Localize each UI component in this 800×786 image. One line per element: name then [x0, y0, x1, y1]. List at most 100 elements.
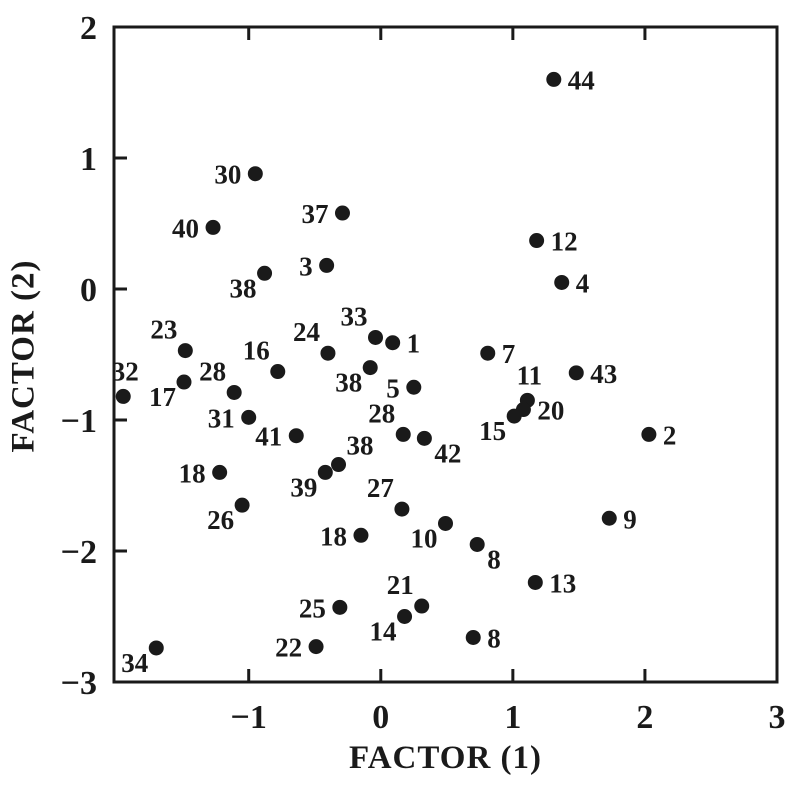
- data-point: [331, 457, 347, 473]
- y-tick-label: 1: [80, 141, 97, 178]
- data-point-label: 14: [370, 617, 397, 647]
- data-point-label: 39: [290, 472, 317, 502]
- x-tick-label: 2: [636, 699, 653, 736]
- data-point-label: 18: [179, 458, 206, 488]
- data-point-label: 38: [347, 431, 374, 461]
- data-point-label: 28: [368, 398, 395, 428]
- data-point-label: 34: [121, 648, 148, 678]
- data-point-label: 22: [275, 633, 302, 663]
- y-tick-label: −3: [61, 665, 97, 702]
- data-point: [527, 574, 543, 590]
- data-point: [320, 345, 336, 361]
- data-point: [177, 343, 193, 359]
- x-tick-label: 1: [504, 699, 521, 736]
- x-tick-label: 0: [372, 699, 389, 736]
- data-point-label: 7: [502, 339, 516, 369]
- data-point-label: 33: [341, 301, 368, 331]
- x-tick-label: 3: [769, 699, 786, 736]
- data-point: [394, 501, 410, 517]
- data-point: [319, 257, 335, 273]
- data-point-label: 1: [407, 329, 421, 359]
- data-point: [469, 536, 485, 552]
- data-point-label: 42: [434, 438, 461, 468]
- data-point-label: 8: [487, 544, 501, 574]
- data-point-label: 41: [255, 422, 282, 452]
- data-point: [317, 464, 333, 480]
- data-point-label: 32: [112, 356, 139, 386]
- data-point-label: 8: [487, 623, 501, 653]
- data-point: [641, 426, 657, 442]
- data-point: [414, 598, 430, 614]
- data-point: [115, 388, 131, 404]
- data-point: [176, 374, 192, 390]
- data-point: [257, 265, 273, 281]
- data-point-label: 40: [172, 213, 199, 243]
- data-point: [334, 205, 350, 221]
- plot-frame: [112, 25, 779, 684]
- data-point: [554, 274, 570, 290]
- y-tick-label: −1: [61, 403, 97, 440]
- data-point: [546, 71, 562, 87]
- data-point: [506, 408, 522, 424]
- data-point: [601, 510, 617, 526]
- data-point-label: 24: [293, 317, 320, 347]
- data-point: [226, 384, 242, 400]
- data-point: [368, 329, 384, 345]
- data-point: [406, 379, 422, 395]
- data-point: [385, 335, 401, 351]
- data-point: [529, 233, 545, 249]
- data-point-label: 13: [549, 568, 576, 598]
- data-point-label: 21: [387, 570, 414, 600]
- data-point-label: 38: [230, 273, 257, 303]
- data-point: [308, 639, 324, 655]
- y-axis-title: FACTOR (2): [5, 259, 42, 453]
- data-point-label: 17: [149, 382, 176, 412]
- data-point-label: 5: [386, 373, 400, 403]
- data-point-label: 30: [214, 160, 241, 190]
- data-point-label: 25: [299, 593, 326, 623]
- data-point: [362, 360, 378, 376]
- data-point-label: 4: [576, 268, 590, 298]
- data-point: [332, 599, 348, 615]
- data-point: [568, 365, 584, 381]
- data-point: [395, 426, 411, 442]
- data-point-label: 3: [299, 251, 313, 281]
- data-point-label: 2: [663, 420, 677, 450]
- data-point-label: 15: [479, 416, 506, 446]
- y-tick-label: 0: [80, 272, 97, 309]
- data-point: [480, 345, 496, 361]
- data-point: [353, 527, 369, 543]
- data-point-label: 44: [568, 65, 595, 95]
- x-axis-title: FACTOR (1): [348, 740, 542, 776]
- data-point: [241, 409, 257, 425]
- x-tick-label: −1: [231, 699, 267, 736]
- data-point-label: 10: [411, 523, 438, 553]
- y-tick-label: −2: [61, 534, 97, 571]
- data-point: [212, 464, 228, 480]
- data-point: [270, 364, 286, 380]
- data-point: [288, 428, 304, 444]
- data-point: [465, 629, 481, 645]
- data-point-label: 27: [367, 473, 394, 503]
- data-point-label: 26: [207, 505, 234, 535]
- data-point: [205, 219, 221, 235]
- data-point-label: 23: [150, 315, 177, 345]
- data-point: [247, 166, 263, 182]
- data-point: [438, 515, 453, 531]
- data-point: [397, 609, 413, 624]
- data-point-label: 38: [335, 368, 362, 398]
- data-point-label: 9: [623, 504, 637, 534]
- y-tick-label: 2: [80, 10, 97, 47]
- data-point: [148, 640, 164, 656]
- data-point-label: 12: [551, 227, 578, 257]
- data-point-label: 31: [208, 403, 235, 433]
- data-point-label: 37: [301, 199, 328, 229]
- data-point-label: 16: [243, 336, 270, 366]
- data-point: [234, 497, 250, 513]
- data-point-label: 28: [199, 356, 226, 386]
- data-point-label: 43: [590, 359, 617, 389]
- data-point-label: 11: [517, 360, 543, 390]
- data-point: [416, 430, 432, 446]
